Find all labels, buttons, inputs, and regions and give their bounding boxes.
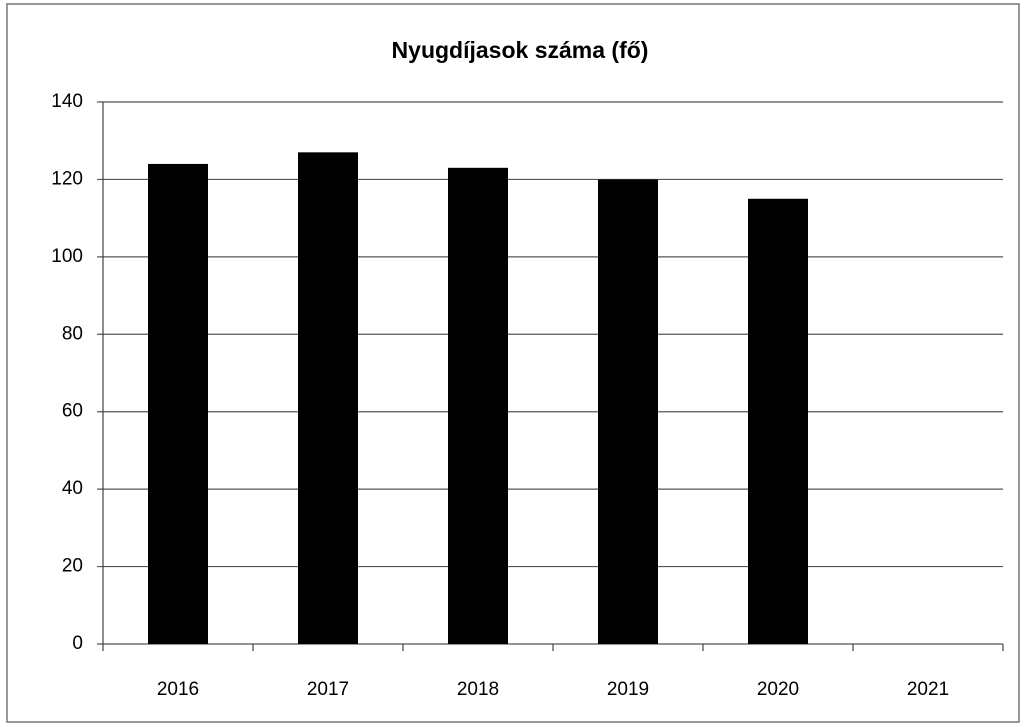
y-tick-label: 140 xyxy=(51,91,83,112)
y-tick-label: 20 xyxy=(62,556,83,577)
bar xyxy=(448,167,508,645)
x-tick-label: 2017 xyxy=(307,679,349,700)
chart-title: Nyugdíjasok száma (fő) xyxy=(392,37,649,63)
y-tick-label: 60 xyxy=(62,401,83,422)
x-tick-label: 2018 xyxy=(457,679,499,700)
bar xyxy=(748,198,808,645)
chart-border xyxy=(6,3,1020,723)
y-tick-label: 80 xyxy=(62,323,83,344)
y-tick-label: 100 xyxy=(51,246,83,267)
bar xyxy=(148,163,208,644)
bar xyxy=(598,179,658,644)
x-tick-label: 2021 xyxy=(907,679,949,700)
x-tick-label: 2019 xyxy=(607,679,649,700)
x-tick-label: 2020 xyxy=(757,679,799,700)
x-tick-label: 2016 xyxy=(157,679,199,700)
y-tick-label: 40 xyxy=(62,478,83,499)
bar xyxy=(298,152,358,645)
y-tick-label: 120 xyxy=(51,168,83,189)
y-tick-label: 0 xyxy=(72,633,83,654)
